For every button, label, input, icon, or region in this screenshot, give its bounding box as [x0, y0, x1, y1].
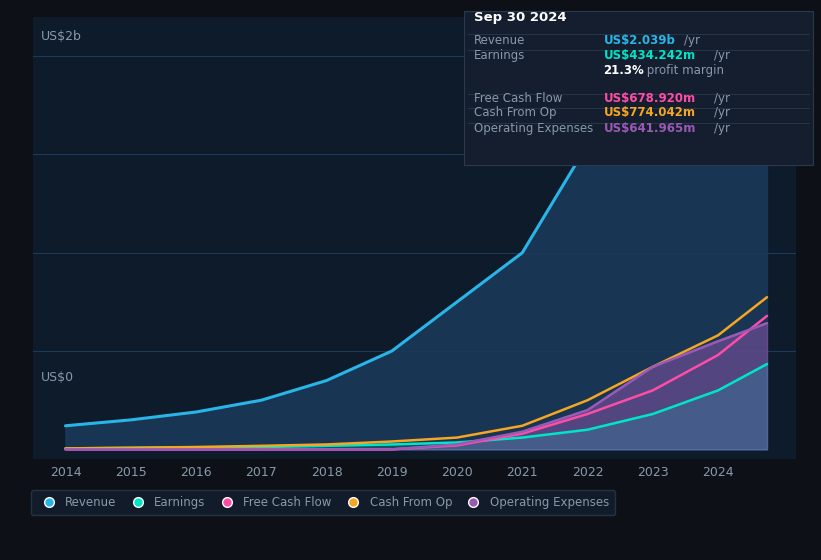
Text: Free Cash Flow: Free Cash Flow: [474, 92, 562, 105]
Text: US$434.242m: US$434.242m: [603, 49, 695, 62]
Text: Earnings: Earnings: [474, 49, 525, 62]
Text: US$774.042m: US$774.042m: [603, 106, 695, 119]
Text: US$641.965m: US$641.965m: [603, 122, 696, 134]
Text: US$2.039b: US$2.039b: [603, 34, 676, 46]
Text: /yr: /yr: [714, 49, 730, 62]
Text: Cash From Op: Cash From Op: [474, 106, 556, 119]
Text: /yr: /yr: [714, 106, 730, 119]
Text: US$2b: US$2b: [40, 30, 81, 43]
Text: profit margin: profit margin: [643, 64, 724, 77]
Text: 21.3%: 21.3%: [603, 64, 644, 77]
Text: US$678.920m: US$678.920m: [603, 92, 695, 105]
Text: Sep 30 2024: Sep 30 2024: [474, 11, 566, 24]
Text: /yr: /yr: [714, 122, 730, 134]
Text: /yr: /yr: [684, 34, 699, 46]
Legend: Revenue, Earnings, Free Cash Flow, Cash From Op, Operating Expenses: Revenue, Earnings, Free Cash Flow, Cash …: [31, 491, 615, 515]
Text: /yr: /yr: [714, 92, 730, 105]
Text: US$0: US$0: [40, 371, 74, 384]
Text: Operating Expenses: Operating Expenses: [474, 122, 593, 134]
Text: Revenue: Revenue: [474, 34, 525, 46]
